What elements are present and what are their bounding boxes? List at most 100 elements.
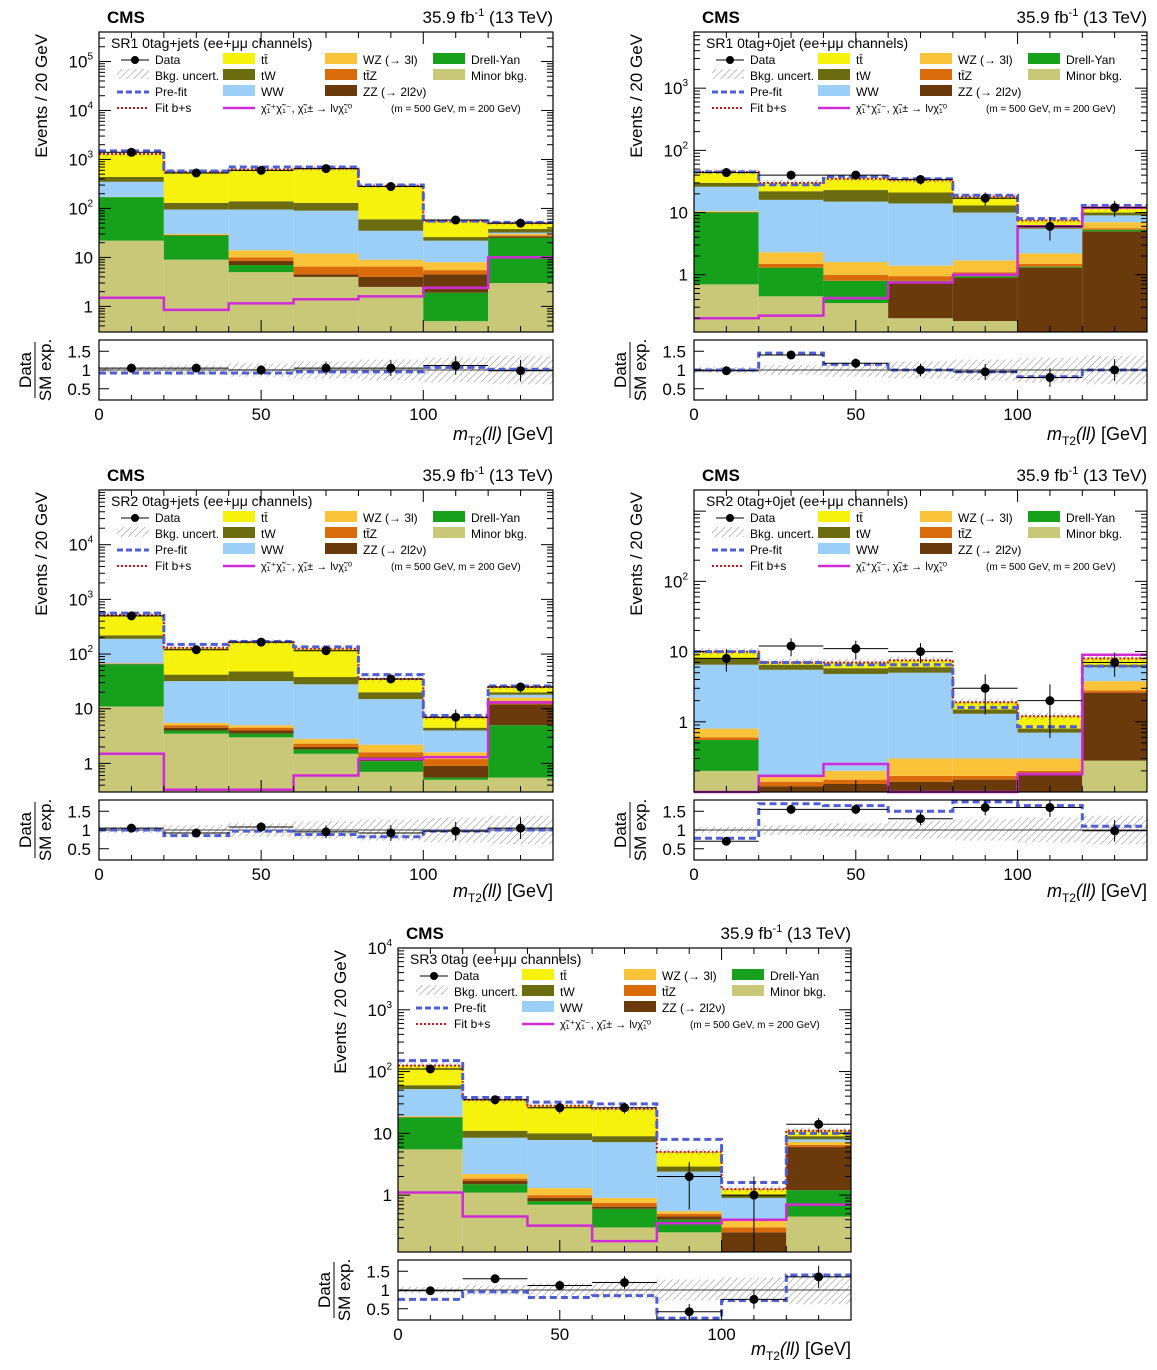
ratio-point bbox=[126, 823, 136, 833]
legend-dy-swatch bbox=[1028, 53, 1060, 64]
y-tick-label: 10 bbox=[74, 700, 93, 719]
bar-tw bbox=[163, 202, 229, 210]
bar-tw bbox=[228, 201, 294, 210]
bar-zz bbox=[488, 704, 553, 726]
legend-data-marker bbox=[726, 514, 734, 522]
legend-ttz-swatch bbox=[920, 69, 952, 80]
legend-ttz: tt̄Z bbox=[958, 527, 972, 541]
legend-tt: tt̄ bbox=[856, 511, 863, 525]
bar-ww bbox=[592, 1142, 657, 1198]
bar-tt bbox=[888, 180, 953, 193]
legend-signal: χ̃₁⁺χ̃₁⁻, χ̃₁± → lνχ̃₁⁰ bbox=[560, 1019, 652, 1031]
legend-zz: ZZ (→ 2l2ν) bbox=[958, 543, 1021, 557]
bar-wz bbox=[1082, 681, 1147, 691]
legend-signal-mass: (m = 500 GeV, m = 200 GeV) bbox=[986, 104, 1116, 115]
bar-wz bbox=[358, 744, 424, 753]
legend-ttz: tt̄Z bbox=[363, 69, 377, 83]
bar-ww bbox=[823, 201, 889, 263]
x-tick-label: 0 bbox=[689, 405, 698, 424]
stacked-histogram bbox=[694, 648, 1147, 792]
y-tick-label: 104 bbox=[69, 535, 94, 555]
bar-tw bbox=[786, 1136, 851, 1140]
x-tick-label: 0 bbox=[94, 865, 103, 884]
bar-ttz bbox=[592, 1202, 657, 1207]
y-tick-label: 103 bbox=[69, 589, 94, 609]
legend-fit: Fit b+s bbox=[155, 101, 191, 115]
data-point bbox=[1045, 696, 1055, 706]
ratio-label-top: Data bbox=[611, 812, 630, 848]
bar-tt bbox=[358, 185, 424, 220]
data-point bbox=[256, 165, 266, 175]
stacked-histogram bbox=[99, 612, 553, 792]
data-point bbox=[786, 641, 796, 651]
ratio-point bbox=[191, 828, 201, 838]
bar-wz bbox=[1082, 222, 1147, 229]
bar-dy bbox=[163, 730, 229, 734]
legend-ww: WW bbox=[856, 85, 879, 99]
bar-tt bbox=[888, 660, 953, 668]
ratio-point bbox=[256, 822, 266, 832]
ratio-y-tick-label: 1 bbox=[82, 821, 91, 840]
bar-ww bbox=[952, 212, 1018, 261]
bar-dy bbox=[656, 1219, 722, 1233]
bar-dy bbox=[293, 749, 359, 754]
ratio-label-top: Data bbox=[16, 352, 35, 388]
bar-tw bbox=[758, 664, 824, 670]
ratio-point bbox=[1045, 373, 1055, 382]
bar-tw bbox=[398, 1085, 463, 1090]
bar-minor bbox=[656, 1232, 722, 1252]
legend-ww-swatch bbox=[818, 85, 850, 96]
signal-line bbox=[398, 1191, 851, 1243]
bar-zz bbox=[293, 746, 359, 750]
x-tick-label: 50 bbox=[252, 405, 271, 424]
bar-dy bbox=[488, 725, 553, 778]
bar-dy bbox=[592, 1208, 657, 1228]
bar-tt bbox=[656, 1151, 722, 1167]
ratio-y-tick-label: 1 bbox=[82, 361, 91, 380]
bar-tw bbox=[527, 1133, 593, 1141]
ratio-point bbox=[721, 836, 731, 846]
bar-zz bbox=[1017, 267, 1083, 332]
chart-title: SR2 0tag+jets (ee+μμ channels) bbox=[111, 493, 312, 509]
y-tick-label: 103 bbox=[69, 149, 94, 169]
legend-prefit: Pre-fit bbox=[454, 1001, 487, 1015]
bar-ww bbox=[694, 186, 759, 212]
ratio-y-tick-label: 1.5 bbox=[662, 342, 686, 361]
legend-minor: Minor bkg. bbox=[1066, 527, 1122, 541]
ratio-point bbox=[916, 814, 925, 824]
legend-dy-swatch bbox=[732, 969, 764, 980]
bar-ttz bbox=[228, 727, 294, 731]
legend-signal-mass: (m = 500 GeV, m = 200 GeV) bbox=[986, 562, 1116, 573]
data-point bbox=[851, 644, 861, 654]
bar-ww bbox=[758, 199, 824, 253]
legend: SR3 0tag (ee+μμ channels) Data Bkg. uncert… bbox=[410, 951, 826, 1031]
ratio-panel: 1.510.5 Data SM exp. bbox=[16, 339, 554, 401]
legend-tw-swatch bbox=[223, 69, 255, 80]
stacked-histogram bbox=[99, 151, 553, 332]
bar-ttz bbox=[163, 725, 229, 728]
bar-tt bbox=[99, 153, 164, 177]
bar-tw bbox=[952, 205, 1018, 213]
legend-dy: Drell-Yan bbox=[1066, 53, 1115, 67]
legend-unc: Bkg. uncert. bbox=[750, 527, 814, 541]
bar-ttz bbox=[694, 212, 759, 213]
y-tick-label: 104 bbox=[368, 938, 393, 958]
legend-tw: tW bbox=[261, 527, 276, 541]
x-axis-label: mT2(ll) [GeV] bbox=[453, 881, 553, 905]
legend-data: Data bbox=[750, 53, 776, 67]
ratio-y-tick-label: 1.5 bbox=[67, 342, 91, 361]
data-point bbox=[386, 182, 396, 192]
chart-title: SR3 0tag (ee+μμ channels) bbox=[410, 951, 581, 967]
y-tick-label: 1 bbox=[383, 1186, 392, 1205]
legend: SR1 0tag+0jet (ee+μμ channels) Data Bkg. u… bbox=[706, 35, 1122, 115]
legend-minor: Minor bkg. bbox=[471, 527, 527, 541]
bar-wz bbox=[358, 259, 424, 267]
bar-wz bbox=[694, 728, 759, 738]
chart-panel-1: CMS 35.9 fb-1 (13 TeV)110102103104105Even… bbox=[16, 7, 554, 448]
bar-wz bbox=[423, 752, 489, 760]
y-axis-label: Events / 20 GeV bbox=[627, 491, 646, 615]
data-point bbox=[814, 1119, 824, 1129]
bar-wz bbox=[888, 265, 953, 277]
bar-ww bbox=[163, 681, 229, 723]
data-point bbox=[1110, 203, 1120, 213]
